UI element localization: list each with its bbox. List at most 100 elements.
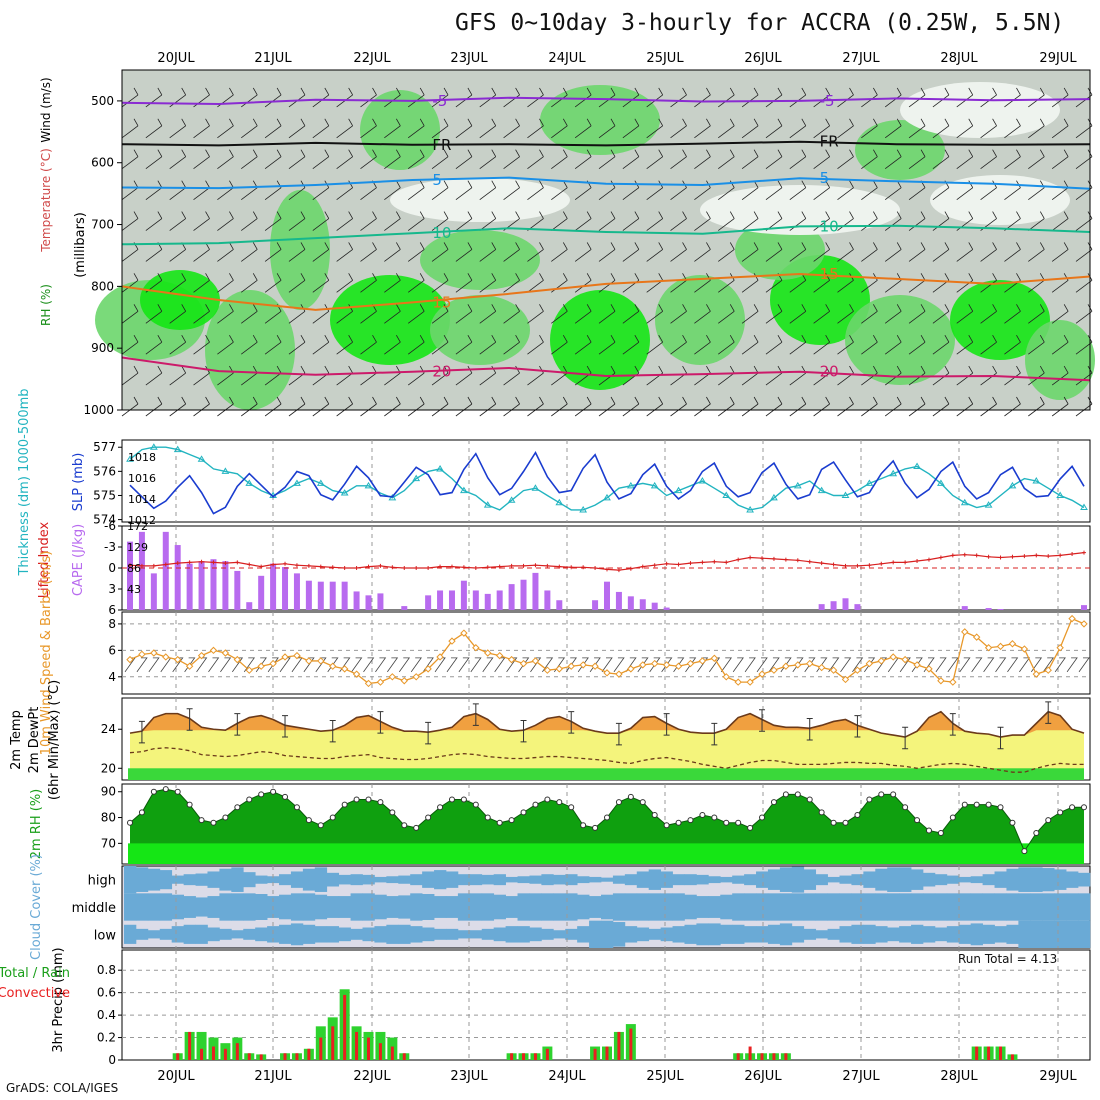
wind-barb xyxy=(813,180,830,200)
wind-barb xyxy=(527,242,544,262)
wind-barb xyxy=(649,657,661,673)
cloud-tick-label: low xyxy=(94,928,117,943)
wind-barb xyxy=(431,180,449,200)
wind-barb xyxy=(384,211,401,231)
cloud-cell xyxy=(481,928,495,940)
cape-bar xyxy=(854,604,861,610)
ytick-label: 80 xyxy=(101,811,116,825)
thickness-marker xyxy=(316,479,325,486)
precip-total-bar xyxy=(196,1031,207,1060)
rh2m-marker xyxy=(1033,830,1040,837)
ytick-label: 6 xyxy=(108,643,116,657)
cape-bar xyxy=(150,573,157,610)
precip-conv-bar xyxy=(343,994,347,1060)
cape-bar xyxy=(198,561,205,610)
rh2m-marker xyxy=(472,801,479,808)
wind-barb xyxy=(288,118,306,139)
cloud-cell xyxy=(422,871,435,888)
isotherm-10 xyxy=(121,224,1091,246)
cloud-cell xyxy=(290,893,304,921)
wind-marker xyxy=(770,666,778,674)
wind-barb xyxy=(884,118,902,139)
cloud-cell xyxy=(779,867,793,892)
wind-barb xyxy=(431,211,449,231)
cloud-cell xyxy=(970,923,983,946)
wind-barb xyxy=(718,211,735,231)
wind-barb xyxy=(884,242,902,262)
rh2m-marker xyxy=(663,822,670,829)
wind-barb xyxy=(598,87,616,108)
wind-barb xyxy=(169,365,187,386)
precip-conv-bar xyxy=(283,1053,287,1060)
rh2m-marker xyxy=(389,809,396,816)
wind-marker xyxy=(1056,644,1064,652)
wind-barb xyxy=(431,242,449,262)
wind-barb xyxy=(861,87,878,108)
precip-conv-bar xyxy=(522,1053,526,1060)
cloud-cell xyxy=(851,924,864,944)
minmax-bar xyxy=(138,720,145,744)
cape-bar xyxy=(341,581,348,610)
cloud-cell xyxy=(744,874,757,886)
cape-bar xyxy=(437,590,444,610)
rh2m-marker xyxy=(341,801,348,808)
ytick-label: 576 xyxy=(93,464,116,478)
cape-bar xyxy=(210,559,217,610)
cloud-cell xyxy=(517,926,530,943)
wind-barb xyxy=(574,334,592,355)
wind-marker xyxy=(579,661,587,669)
wind-barb xyxy=(384,242,401,262)
ytick-label: 0 xyxy=(108,561,116,575)
wind-barb xyxy=(1078,657,1090,673)
wind-barb xyxy=(813,242,830,262)
cloud-cell xyxy=(279,894,292,920)
rh2m-marker xyxy=(735,819,742,826)
wind-barb xyxy=(407,149,425,170)
rh2m-marker xyxy=(1021,848,1028,855)
wind-marker xyxy=(972,633,981,641)
upper-air-panel: -5 -5 FR FR 5 5 10 10 15 15 20 20 500 600 700 800 900 100… xyxy=(39,69,1095,417)
cloud-cell xyxy=(1066,920,1079,948)
rh2m-marker xyxy=(282,793,289,800)
cloud-cell xyxy=(636,893,650,921)
rh2m-marker xyxy=(508,817,515,824)
cape-axis-label: CAPE (J/kg) xyxy=(71,524,86,596)
li-marker xyxy=(986,554,991,559)
rh2m-marker xyxy=(854,811,861,818)
wind-barb xyxy=(431,304,449,324)
wind-marker xyxy=(531,657,540,665)
wind-barb xyxy=(455,242,473,262)
wind-marker xyxy=(364,679,373,688)
cloud-cell xyxy=(863,924,876,944)
cape-bar xyxy=(842,598,849,610)
wind-barb xyxy=(601,657,613,673)
date-label-bottom: 22JUL xyxy=(353,1069,391,1084)
slp-thickness-panel: 574 575 576 577 1012 1014 1016 1018 Thickness (d… xyxy=(17,388,1091,577)
cape-bar xyxy=(818,604,825,610)
wind-barb xyxy=(1030,657,1043,673)
wind-barb xyxy=(1051,304,1069,324)
cloud-cell xyxy=(660,927,673,942)
rh2m-marker xyxy=(818,809,825,816)
minmax-bar xyxy=(329,719,336,743)
cloud-cell xyxy=(756,871,769,888)
li-marker xyxy=(449,564,454,569)
wind-barb xyxy=(217,211,234,231)
cloud-cell xyxy=(338,896,351,918)
wind-barb xyxy=(670,304,687,324)
ytick-label: 0.6 xyxy=(97,986,116,1000)
precip-conv-bar xyxy=(545,1048,549,1060)
wind-barb xyxy=(243,657,256,673)
wind-marker xyxy=(484,649,492,657)
rh2m-marker xyxy=(925,827,932,834)
wind-barb xyxy=(288,149,306,170)
wind-barb xyxy=(741,149,759,170)
cloud-cell xyxy=(338,927,351,942)
cloud-cell xyxy=(1042,920,1055,948)
cloud-cell xyxy=(779,923,793,946)
cloud-cell xyxy=(934,893,948,921)
ytick-label: 600 xyxy=(91,156,114,170)
wind-barb xyxy=(431,118,449,139)
cloud-cell xyxy=(1030,893,1043,921)
wind-barb xyxy=(455,180,473,200)
